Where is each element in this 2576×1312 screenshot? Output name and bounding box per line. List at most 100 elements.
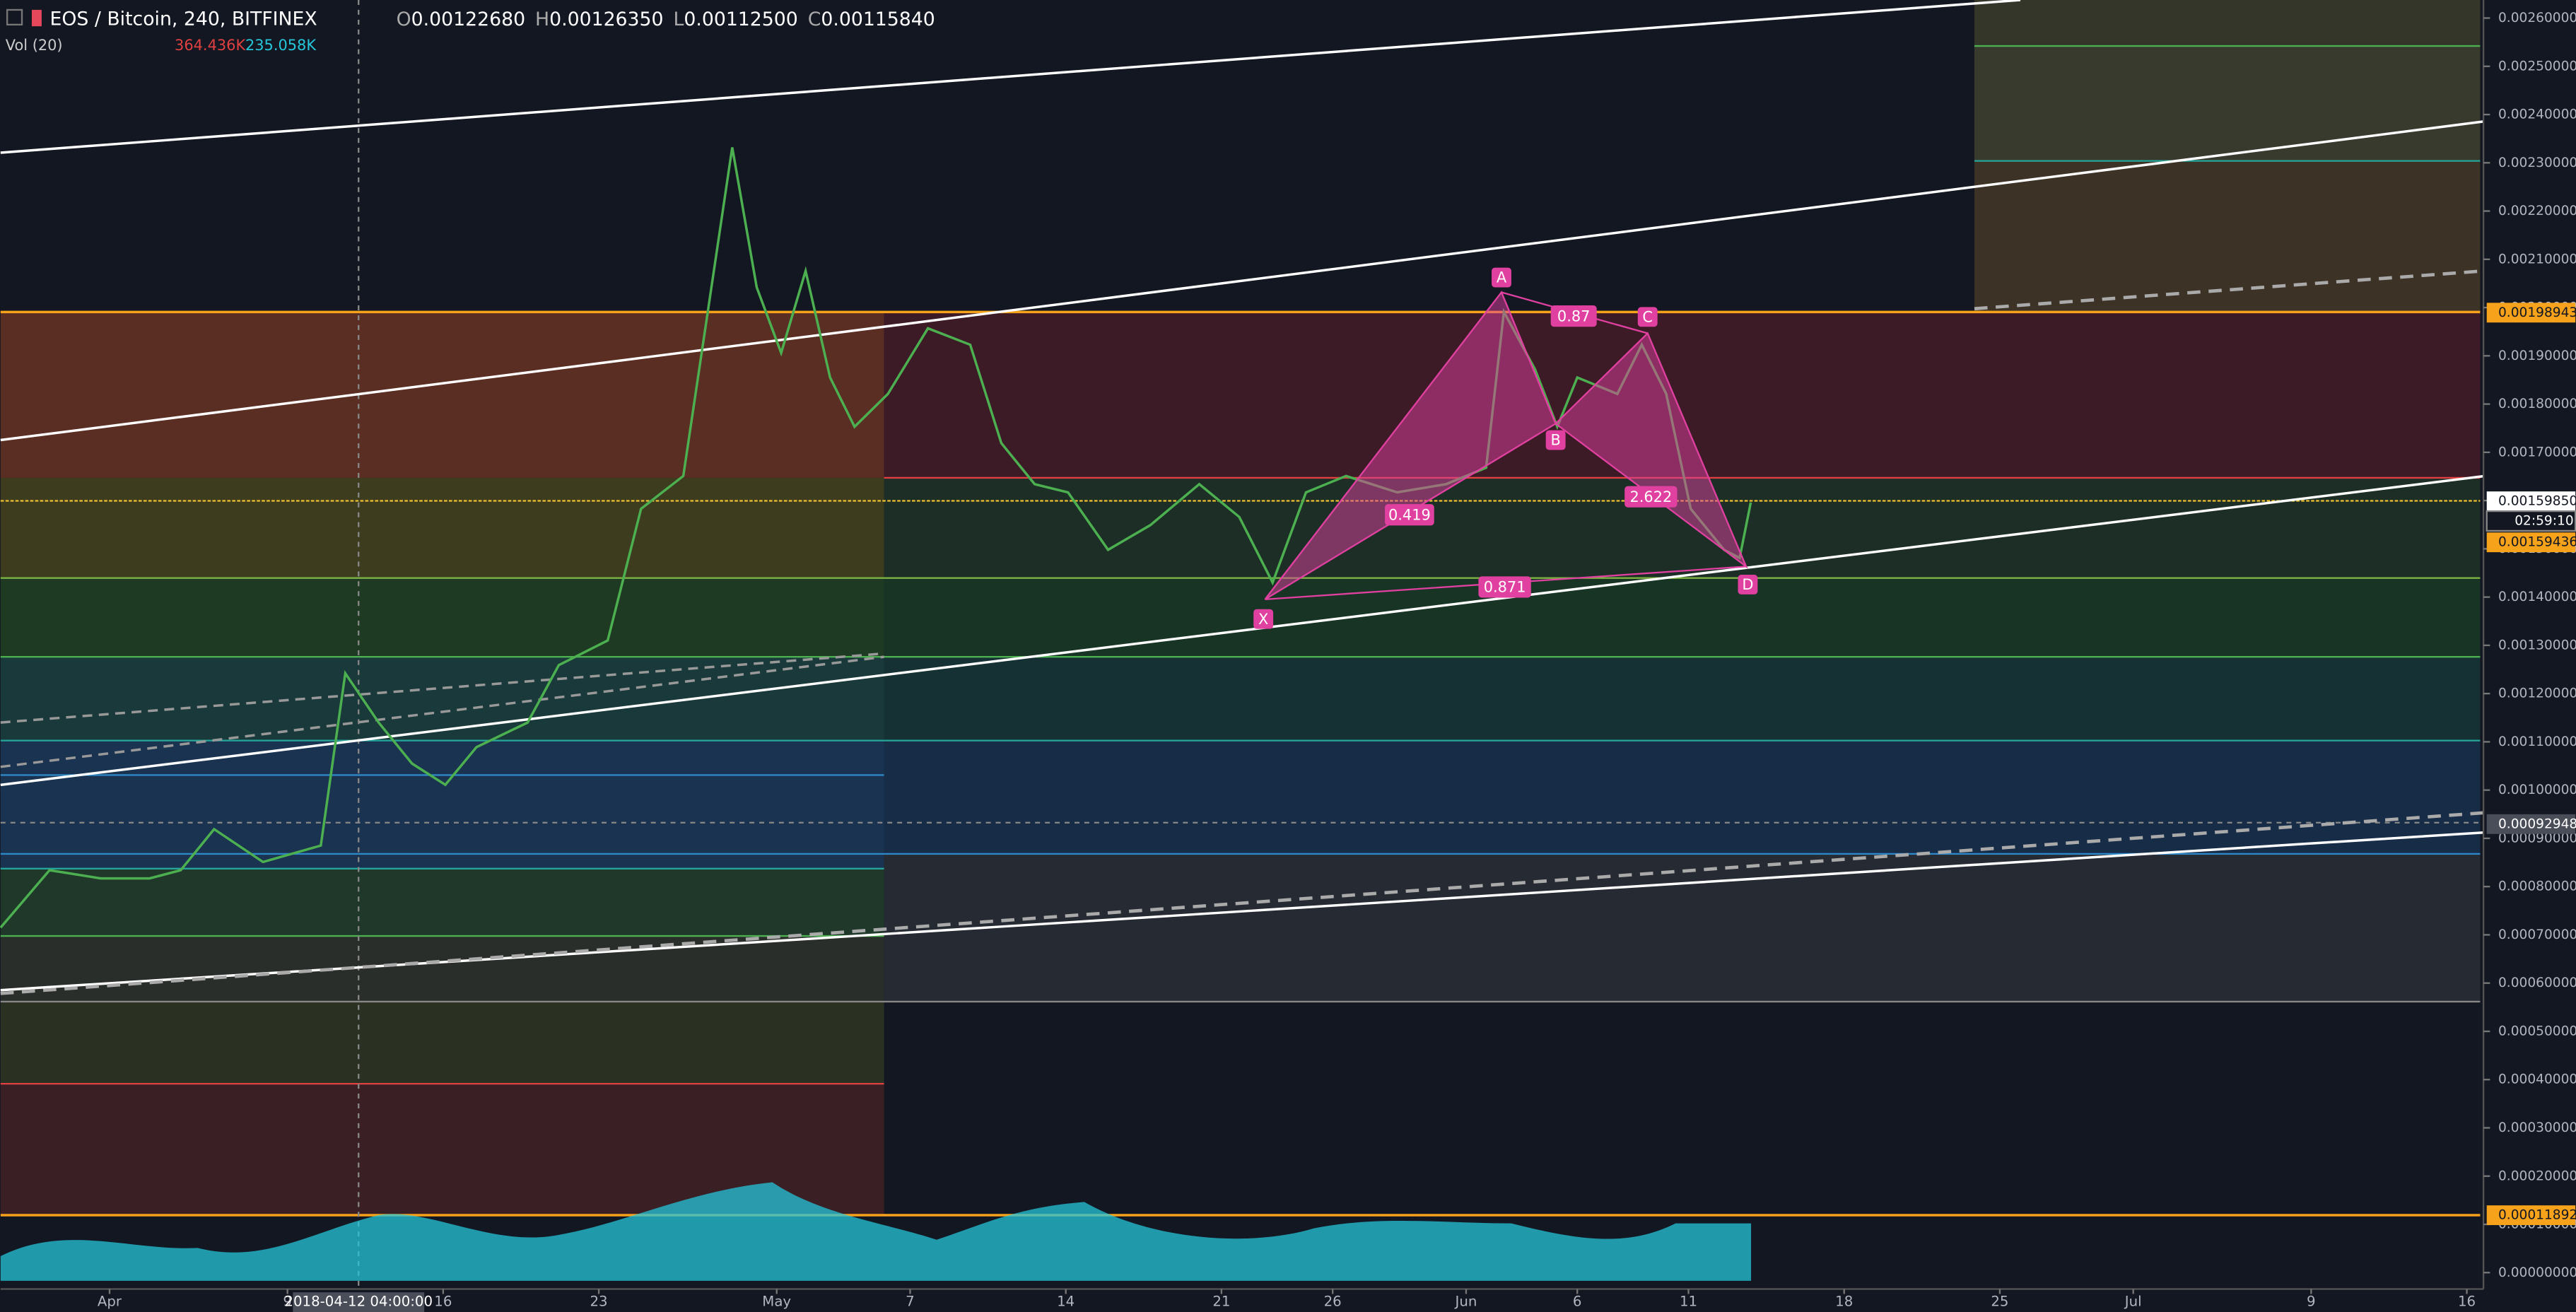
pattern-ratio: 0.871 xyxy=(1484,579,1526,596)
zone xyxy=(884,578,2481,657)
x-tick-label: 18 xyxy=(1835,1294,1853,1310)
y-axis: 0.000000000.000100000.000200000.00030000… xyxy=(2483,11,2576,1280)
zone xyxy=(1974,46,2481,161)
zone xyxy=(884,853,2481,1002)
price-marker xyxy=(2486,532,2576,553)
x-tick-label: 23 xyxy=(590,1294,608,1310)
x-tick-label: 21 xyxy=(1212,1294,1230,1310)
y-tick-label: 0.00060000 xyxy=(2498,976,2576,990)
price-series xyxy=(0,147,1752,929)
pattern-badge xyxy=(1492,267,1511,288)
indicator-name: Vol (20) xyxy=(6,37,63,54)
y-tick-label: 0.00090000 xyxy=(2498,831,2576,845)
y-tick-label: 0.00080000 xyxy=(2498,879,2576,894)
price-marker-label: 0.00159436 xyxy=(2498,535,2576,550)
volume-ma-value: 235.058K xyxy=(245,37,317,54)
y-tick-label: 0.00140000 xyxy=(2498,590,2576,604)
x-tick-label: 6 xyxy=(1573,1294,1582,1310)
zone xyxy=(1974,160,2481,312)
zones xyxy=(0,0,2481,1215)
trend-lines xyxy=(0,0,2484,995)
pattern-point: B xyxy=(1550,432,1560,449)
y-tick-label: 0.00210000 xyxy=(2498,252,2576,266)
pattern-ratio: 0.87 xyxy=(1557,308,1591,324)
y-tick-label: 0.00240000 xyxy=(2498,107,2576,122)
symbol: EOS / Bitcoin, 240, BITFINEX xyxy=(50,8,317,30)
price-marker xyxy=(2486,1205,2576,1226)
pattern-point: C xyxy=(1642,308,1653,325)
y-tick-label: 0.00030000 xyxy=(2498,1120,2576,1135)
x-tick-label: 25 xyxy=(1991,1294,2008,1310)
trend-line xyxy=(0,811,2484,995)
zone xyxy=(884,740,2481,854)
y-tick-label: 0.00100000 xyxy=(2498,783,2576,797)
zone xyxy=(884,657,2481,741)
zone xyxy=(0,477,884,578)
x-tick-label: 14 xyxy=(1057,1294,1075,1310)
zone xyxy=(0,868,884,937)
time-axis xyxy=(0,1289,2576,1312)
pattern-point: A xyxy=(1497,269,1507,286)
ohlc: O0.00122680 H0.00126350 L0.00112500 C0.0011… xyxy=(397,8,935,30)
zone xyxy=(1974,0,2481,47)
y-tick-label: 0.00250000 xyxy=(2498,59,2576,74)
pattern-badge xyxy=(1253,609,1274,629)
y-tick-label: 0.00040000 xyxy=(2498,1072,2576,1087)
y-tick-label: 0.00180000 xyxy=(2498,397,2576,411)
ohlc-key: H xyxy=(535,8,549,30)
y-tick-label: 0.00110000 xyxy=(2498,734,2576,749)
zone xyxy=(0,312,884,478)
x-tick-label: 9 xyxy=(283,1294,292,1310)
x-tick-label: Jun xyxy=(1454,1294,1477,1310)
ohlc-key: O xyxy=(397,8,411,30)
x-tick-label: 26 xyxy=(1324,1294,1342,1310)
price-line xyxy=(0,147,1752,929)
countdown: 02:59:10 xyxy=(2514,514,2573,529)
x-tick-label: 11 xyxy=(1680,1294,1697,1310)
header: EOS / Bitcoin, 240, BITFINEX O0.00122680… xyxy=(6,8,935,54)
x-axis: Apr 9 16 23 May 7 14 21 26 Jun 6 11 18 25 Jul 9 16 xyxy=(98,1289,2476,1310)
x-tick-label: 7 xyxy=(906,1294,915,1310)
pattern-ratio: 2.622 xyxy=(1629,488,1672,505)
pattern-badge xyxy=(1637,307,1658,327)
x-tick-label: Jul xyxy=(2124,1294,2142,1310)
trend-line xyxy=(0,655,884,768)
pattern-point: X xyxy=(1258,611,1268,628)
levels xyxy=(0,0,2481,1289)
trend-line xyxy=(0,474,2484,787)
price-marker xyxy=(2486,814,2576,834)
volume-area xyxy=(0,1182,1752,1281)
y-tick-label: 0.00170000 xyxy=(2498,445,2576,459)
y-tick-label: 0.00000000 xyxy=(2498,1265,2576,1280)
y-tick-label: 0.00260000 xyxy=(2498,11,2576,25)
x-tick-label: 16 xyxy=(2458,1294,2476,1310)
y-tick-label: 0.00120000 xyxy=(2498,686,2576,701)
ohlc-value: 0.00112500 xyxy=(684,8,797,30)
y-tick-label: 0.00020000 xyxy=(2498,1168,2576,1183)
y-tick-label: 0.00230000 xyxy=(2498,156,2576,170)
harmonic-pattern: A C B X D 0.87 0.419 2.622 0.871 xyxy=(1253,267,1758,629)
ohlc-value: 0.00126350 xyxy=(549,8,663,30)
pattern-badge xyxy=(1738,575,1758,594)
price-marker-label: 0.00198943 xyxy=(2498,305,2576,320)
trend-line xyxy=(0,120,2484,442)
trend-line xyxy=(0,0,2021,154)
zone xyxy=(0,657,884,741)
x-tick-label: 9 xyxy=(2307,1294,2316,1310)
price-marker xyxy=(2486,303,2576,323)
zone xyxy=(0,936,884,1002)
y-tick-label: 0.00130000 xyxy=(2498,638,2576,652)
icon xyxy=(31,9,42,27)
crosshair-time-box xyxy=(293,1292,425,1312)
icon xyxy=(6,8,23,26)
pattern-badge xyxy=(1385,504,1434,526)
pattern-badge xyxy=(1478,576,1531,598)
pattern-badge xyxy=(1624,486,1678,508)
ohlc-key: C xyxy=(808,8,821,30)
pattern-badge xyxy=(1545,430,1566,450)
y-tick-label: 0.00070000 xyxy=(2498,927,2576,942)
x-tick-label: May xyxy=(762,1294,791,1310)
crosshair-time: 2018-04-12 04:00:00 xyxy=(284,1294,433,1310)
y-tick-label: 0.00050000 xyxy=(2498,1024,2576,1038)
